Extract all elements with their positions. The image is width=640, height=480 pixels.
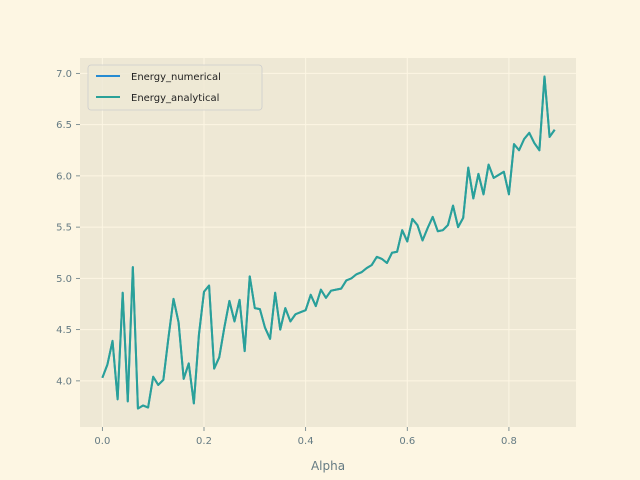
- legend-label-energy-analytical: Energy_analytical: [131, 93, 219, 104]
- plot-area: [80, 58, 576, 427]
- legend-box: [87, 64, 263, 111]
- x-axis-ticks: 0.0 0.2 0.4 0.6 0.8: [94, 427, 517, 447]
- x-tick-label: 0.0: [94, 436, 110, 447]
- y-tick-label: 7.0: [56, 69, 72, 80]
- x-tick-label: 0.2: [196, 436, 212, 447]
- series-line-energy-analytical: [101, 75, 556, 410]
- series-lines: [101, 75, 556, 410]
- y-tick-label: 4.5: [56, 325, 72, 336]
- legend-label-energy-numerical: Energy_numerical: [131, 72, 221, 83]
- x-tick-label: 0.4: [298, 436, 314, 447]
- x-tick-label: 0.6: [399, 436, 415, 447]
- y-tick-label: 4.0: [56, 376, 72, 387]
- y-tick-label: 5.5: [56, 223, 72, 234]
- y-tick-label: 6.5: [56, 120, 72, 131]
- x-tick-label: 0.8: [501, 436, 517, 447]
- legend: Energy_numerical Energy_analytical: [87, 64, 263, 111]
- y-tick-label: 5.0: [56, 274, 72, 285]
- x-axis-label: Alpha: [311, 459, 345, 473]
- y-axis-ticks: 4.0 4.5 5.0 5.5 6.0 6.5 7.0: [56, 69, 80, 387]
- y-tick-label: 6.0: [56, 171, 72, 182]
